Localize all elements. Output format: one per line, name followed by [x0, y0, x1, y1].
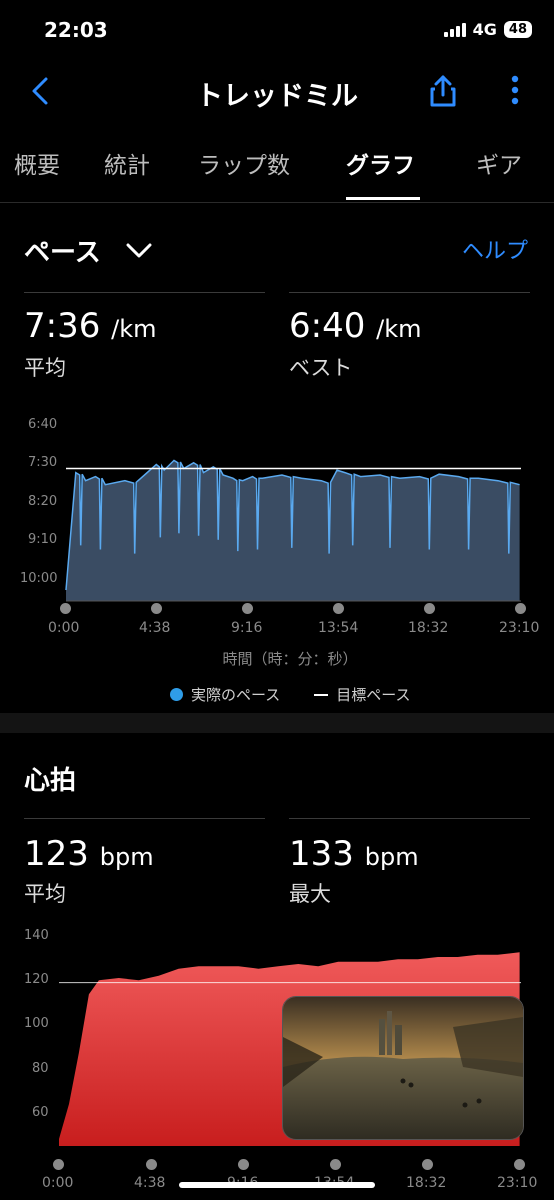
status-indicators: 4G 48 — [443, 20, 532, 39]
help-link[interactable]: ヘルプ — [461, 239, 528, 264]
hr-y-tick: 100 — [24, 1016, 49, 1031]
max-hr-value: 133 — [289, 834, 354, 874]
avg-hr-label: 平均 — [24, 882, 66, 906]
back-button[interactable] — [28, 76, 52, 110]
pace-x-tick: 9:16 — [231, 620, 263, 636]
avg-hr-unit: bpm — [99, 843, 154, 871]
section-separator — [0, 713, 554, 733]
x-tick-dot — [151, 603, 162, 614]
tab-graph[interactable]: グラフ — [346, 153, 415, 179]
pace-x-tick: 13:54 — [318, 620, 359, 636]
tab-overview[interactable]: 概要 — [14, 153, 60, 179]
pace-chart[interactable]: 6:40 7:30 8:20 9:10 10:00 — [0, 410, 554, 650]
legend-target-label: 目標ペース — [336, 686, 411, 704]
x-tick-dot — [514, 1159, 525, 1170]
max-hr-label: 最大 — [289, 882, 331, 906]
chevron-down-icon — [126, 243, 152, 257]
more-vertical-icon — [511, 75, 519, 105]
pace-legend: 実際のペース 目標ペース — [170, 684, 411, 705]
pace-y-tick: 10:00 — [20, 571, 58, 586]
pace-y-tick: 8:20 — [28, 494, 58, 509]
x-tick-dot — [515, 603, 526, 614]
legend-actual-label: 実際のペース — [191, 686, 281, 704]
legend-target-swatch — [314, 693, 329, 696]
hr-x-tick: 0:00 — [42, 1175, 74, 1191]
best-pace-label: ベスト — [289, 356, 353, 380]
x-tick-dot — [60, 603, 71, 614]
divider — [24, 292, 265, 293]
avg-pace-value: 7:36 — [24, 306, 101, 346]
picture-in-picture-video[interactable] — [282, 996, 524, 1140]
pace-x-tick: 18:32 — [408, 620, 449, 636]
divider — [289, 292, 530, 293]
avg-pace: 7:36 /km — [24, 306, 157, 346]
page-title: トレッドミル — [196, 81, 358, 112]
battery-icon: 48 — [503, 21, 532, 38]
best-pace-value: 6:40 — [289, 306, 366, 346]
x-tick-dot — [422, 1159, 433, 1170]
hr-y-tick: 80 — [32, 1061, 49, 1076]
signal-icon — [443, 22, 466, 37]
pace-section-title: ペース — [24, 238, 101, 268]
pace-x-axis-title: 時間（時：分：秒） — [222, 650, 358, 668]
pace-x-tick: 23:10 — [499, 620, 540, 636]
x-tick-dot — [330, 1159, 341, 1170]
hr-x-tick: 23:10 — [497, 1175, 538, 1191]
hr-y-tick: 60 — [32, 1105, 49, 1120]
home-indicator[interactable] — [179, 1182, 375, 1188]
best-pace-unit: /km — [376, 315, 422, 343]
avg-pace-unit: /km — [111, 315, 157, 343]
max-hr-unit: bpm — [364, 843, 419, 871]
pace-y-tick: 7:30 — [28, 455, 58, 470]
share-icon — [430, 75, 456, 107]
avg-hr-value: 123 — [24, 834, 89, 874]
hr-x-tick: 18:32 — [406, 1175, 447, 1191]
x-tick-dot — [53, 1159, 64, 1170]
pace-x-tick: 0:00 — [48, 620, 80, 636]
heart-section-title: 心拍 — [24, 766, 77, 796]
tab-bar: 概要 統計 ラップ数 グラフ ギア — [0, 146, 554, 198]
pace-y-tick: 6:40 — [28, 417, 58, 432]
max-hr: 133 bpm — [289, 834, 419, 874]
x-tick-dot — [424, 603, 435, 614]
hr-y-tick: 120 — [24, 972, 49, 987]
x-tick-dot — [333, 603, 344, 614]
x-tick-dot — [242, 603, 253, 614]
avg-hr: 123 bpm — [24, 834, 154, 874]
tab-laps[interactable]: ラップ数 — [198, 153, 290, 179]
tab-divider — [0, 202, 554, 203]
pace-line — [65, 459, 520, 591]
pace-y-tick: 9:10 — [28, 532, 58, 547]
share-button[interactable] — [428, 74, 458, 112]
video-frame-image — [283, 997, 523, 1139]
x-tick-dot — [238, 1159, 249, 1170]
more-button[interactable] — [510, 74, 520, 110]
pace-chart-canvas — [65, 459, 521, 602]
divider — [289, 818, 530, 819]
hr-x-tick: 4:38 — [134, 1175, 166, 1191]
pace-x-axis-labels: 0:00 4:38 9:16 13:54 18:32 23:10 — [0, 598, 554, 638]
active-tab-indicator — [346, 197, 420, 200]
pace-metric-selector[interactable]: ペース — [24, 232, 153, 269]
pace-x-tick: 4:38 — [139, 620, 171, 636]
x-tick-dot — [146, 1159, 157, 1170]
divider — [24, 818, 265, 819]
chevron-left-icon — [32, 77, 48, 105]
legend-actual-swatch — [170, 688, 183, 701]
network-type: 4G — [472, 20, 497, 39]
tab-gear[interactable]: ギア — [476, 153, 522, 179]
status-time: 22:03 — [44, 18, 108, 42]
hr-y-tick: 140 — [24, 928, 49, 943]
tab-stats[interactable]: 統計 — [104, 153, 150, 179]
avg-pace-label: 平均 — [24, 356, 66, 380]
best-pace: 6:40 /km — [289, 306, 422, 346]
